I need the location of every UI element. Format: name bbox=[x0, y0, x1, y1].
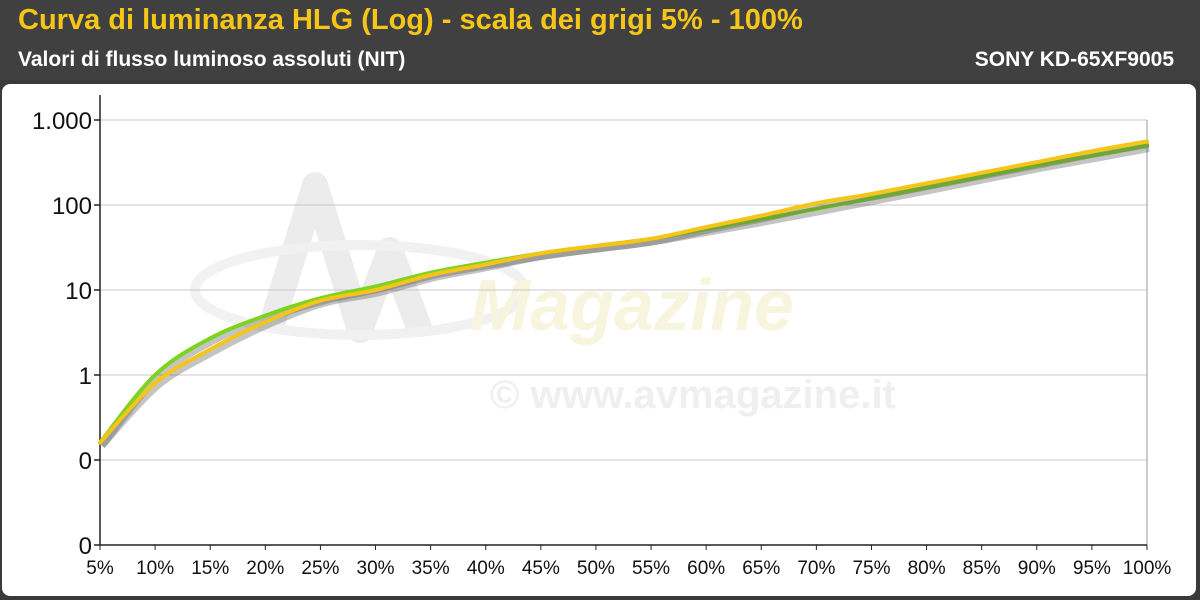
watermark-url-text: © www.avmagazine.it bbox=[490, 373, 896, 417]
y-tick-label-0: 0 bbox=[79, 533, 92, 560]
y-tick-label-4: 100 bbox=[52, 193, 92, 220]
series-0-point-12 bbox=[759, 217, 763, 221]
series-1-point-9 bbox=[594, 244, 598, 248]
series-0-point-18 bbox=[1090, 154, 1094, 158]
x-tick-label-8: 45% bbox=[522, 558, 560, 579]
y-tick-label-5: 1.000 bbox=[32, 108, 92, 135]
series-1-point-4 bbox=[318, 299, 322, 303]
series-1-point-19 bbox=[1145, 139, 1149, 143]
series-1-point-5 bbox=[374, 288, 378, 292]
x-tick-label-5: 30% bbox=[357, 558, 395, 579]
series-0-point-3 bbox=[263, 314, 267, 318]
x-tick-label-14: 75% bbox=[852, 558, 890, 579]
series-1-point-6 bbox=[429, 273, 433, 277]
series-0-point-15 bbox=[925, 186, 929, 190]
x-tick-label-19: 100% bbox=[1123, 558, 1172, 579]
series-1-point-0 bbox=[98, 441, 102, 445]
chart-title: Curva di luminanza HLG (Log) - scala dei… bbox=[18, 4, 803, 36]
x-tick-label-10: 55% bbox=[632, 558, 670, 579]
series-1-point-3 bbox=[263, 320, 267, 324]
series-0-point-19 bbox=[1145, 144, 1149, 148]
x-tick-label-16: 85% bbox=[963, 558, 1001, 579]
series-1-point-1 bbox=[153, 381, 157, 385]
series-1-point-12 bbox=[759, 214, 763, 218]
y-axis: 0 0 1 10 100 1.000 bbox=[32, 95, 101, 560]
series-lines bbox=[98, 139, 1150, 449]
x-tick-label-3: 20% bbox=[246, 558, 284, 579]
series-0-point-13 bbox=[814, 207, 818, 211]
chart-subtitle: Valori di flusso luminoso assoluti (NIT) bbox=[18, 48, 406, 71]
y-tick-label-3: 10 bbox=[65, 278, 92, 305]
series-0-point-17 bbox=[1035, 164, 1039, 168]
series-1-point-10 bbox=[649, 237, 653, 241]
series-1-point-11 bbox=[704, 225, 708, 229]
series-1-point-13 bbox=[814, 201, 818, 205]
series-1-point-14 bbox=[869, 192, 873, 196]
header-bar: Curva di luminanza HLG (Log) - scala dei… bbox=[0, 0, 1200, 80]
x-tick-label-4: 25% bbox=[301, 558, 339, 579]
series-1-point-15 bbox=[925, 181, 929, 185]
series-0-point-14 bbox=[869, 196, 873, 200]
x-tick-label-0: 5% bbox=[86, 558, 114, 579]
x-tick-label-6: 35% bbox=[412, 558, 450, 579]
x-tick-label-12: 65% bbox=[742, 558, 780, 579]
tv-model-label: SONY KD-65XF9005 bbox=[974, 48, 1174, 71]
x-tick-label-18: 95% bbox=[1073, 558, 1111, 579]
y-tick-label-2: 1 bbox=[79, 363, 92, 390]
series-1-point-18 bbox=[1090, 149, 1094, 153]
series-1-point-8 bbox=[539, 251, 543, 255]
series-0-point-1 bbox=[153, 373, 157, 377]
series-1-point-16 bbox=[980, 171, 984, 175]
series-0-point-16 bbox=[980, 175, 984, 179]
x-tick-label-1: 10% bbox=[136, 558, 174, 579]
series-0-point-5 bbox=[374, 284, 378, 288]
x-tick-label-2: 15% bbox=[191, 558, 229, 579]
x-tick-label-7: 40% bbox=[467, 558, 505, 579]
x-axis: 5% 10% 15% 20% 25% 30% 35% 40% 45% 50% 55% 60% 65% 70… bbox=[86, 544, 1172, 579]
x-tick-label-15: 80% bbox=[908, 558, 946, 579]
x-tick-label-17: 90% bbox=[1018, 558, 1056, 579]
series-0-point-2 bbox=[208, 336, 212, 340]
x-tick-label-13: 70% bbox=[797, 558, 835, 579]
series-1-point-17 bbox=[1035, 160, 1039, 164]
series-0-shadow bbox=[99, 145, 1150, 448]
watermark-av-logo bbox=[257, 172, 433, 343]
series-1-point-2 bbox=[208, 347, 212, 351]
x-tick-label-9: 50% bbox=[577, 558, 615, 579]
series-1-shadow bbox=[99, 140, 1150, 449]
y-tick-label-1: 0 bbox=[79, 448, 92, 475]
x-tick-label-11: 60% bbox=[687, 558, 725, 579]
watermark-logo-text: Magazine bbox=[470, 266, 794, 346]
series-1-point-7 bbox=[484, 262, 488, 266]
